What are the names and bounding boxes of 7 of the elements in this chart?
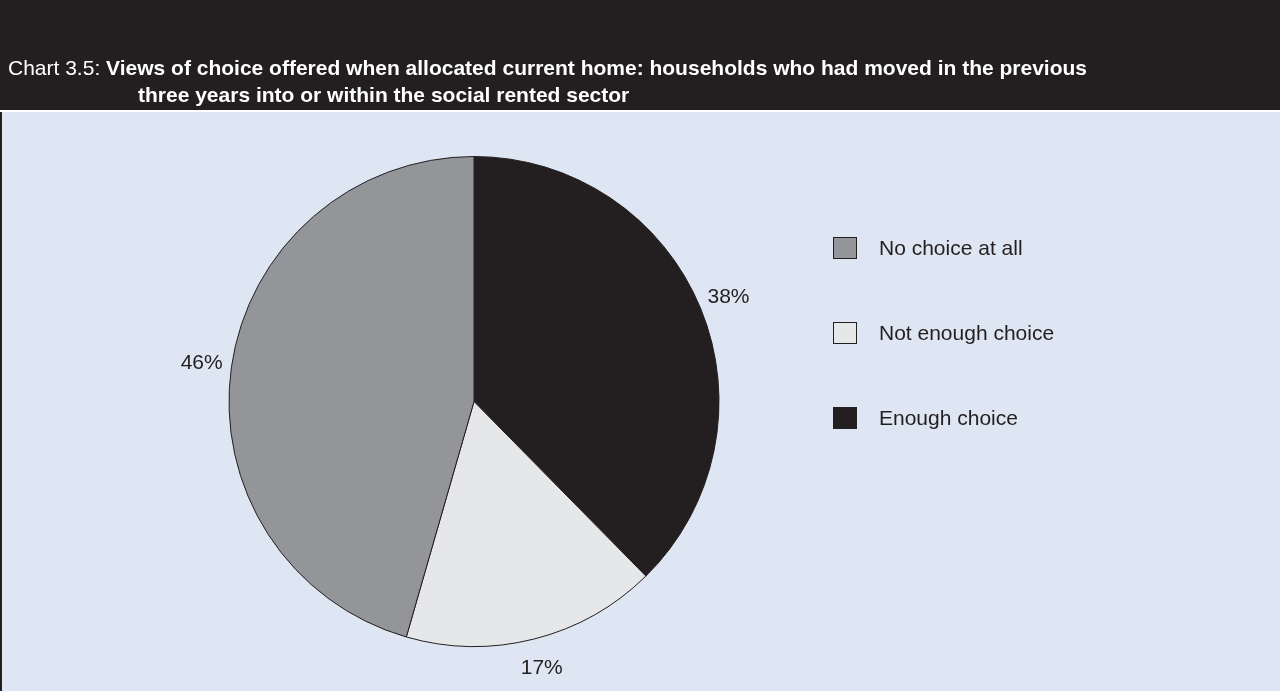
data-label: 46% [180, 349, 223, 373]
data-label: 17% [520, 654, 563, 678]
data-label: 38% [707, 284, 750, 308]
legend-label: Not enough choice [879, 321, 1055, 345]
chart-title: Chart 3.5: Views of choice offered when allocated current home: households who had moved in the previous three years into or within the social rented sector [8, 55, 1088, 108]
legend-label: No choice at all [879, 236, 1023, 260]
legend-label: Enough choice [879, 406, 1018, 430]
